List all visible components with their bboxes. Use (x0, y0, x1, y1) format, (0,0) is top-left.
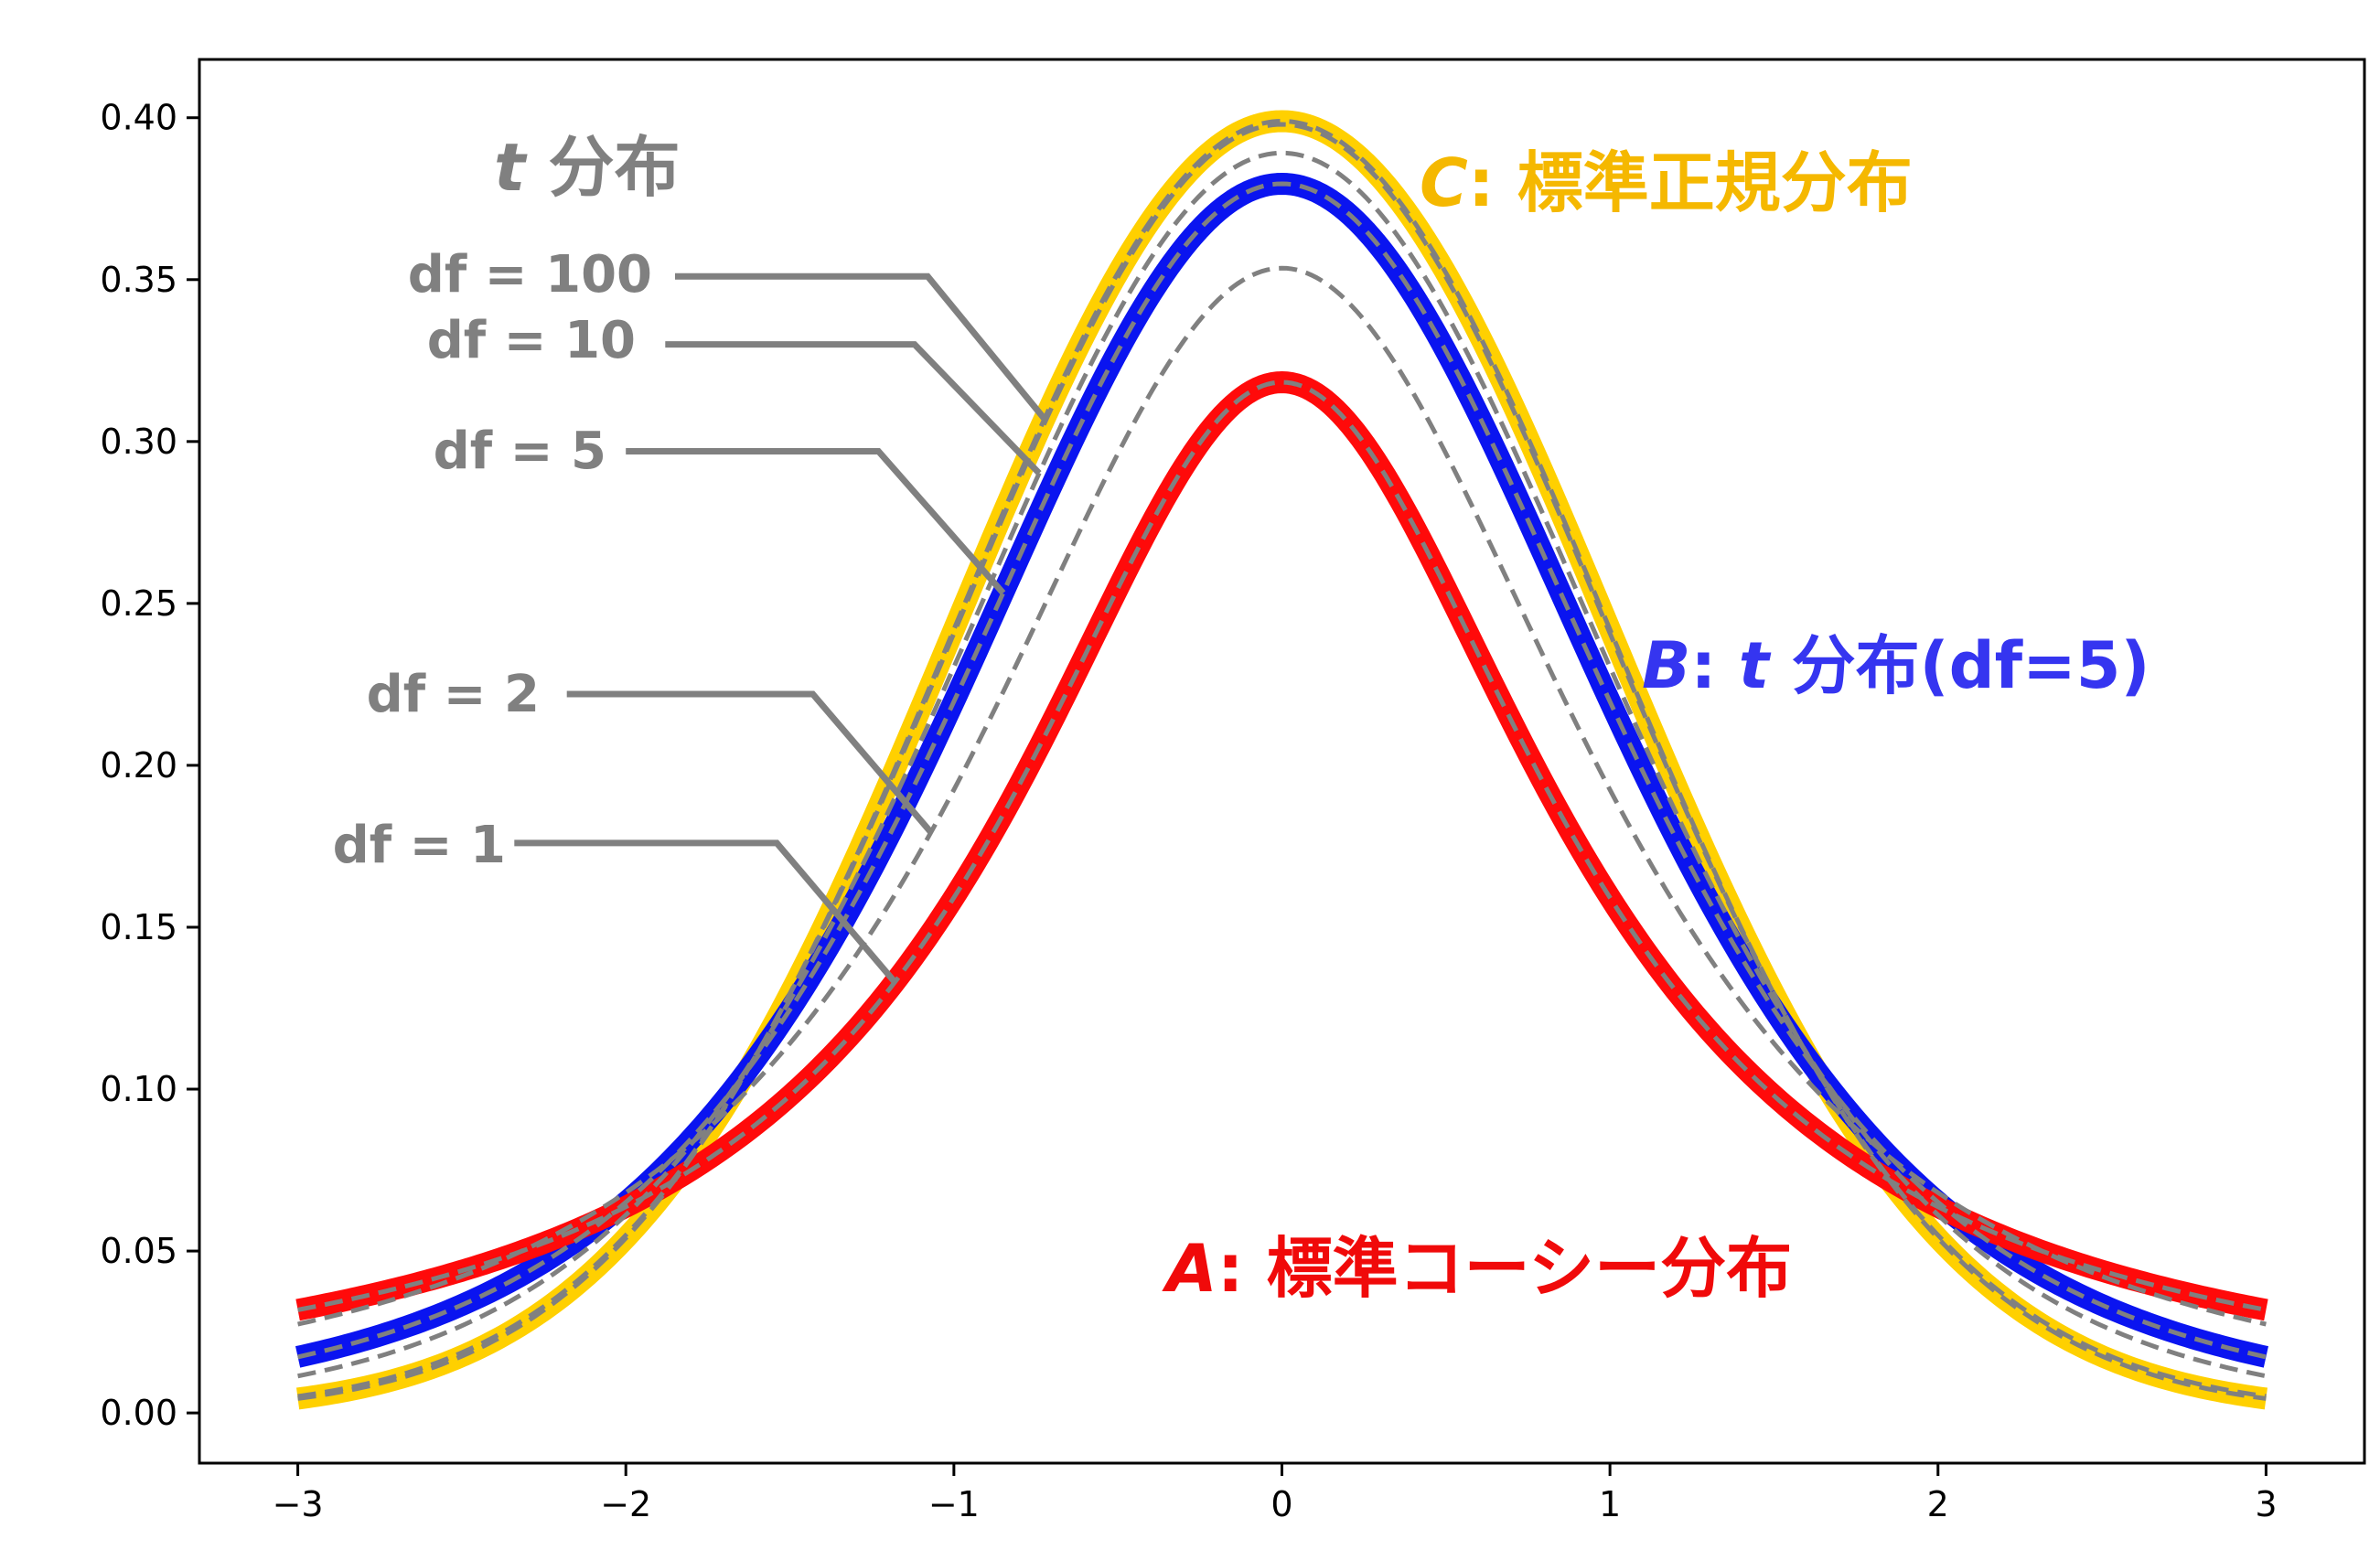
axis-ticks: −3 −2 −1 0 1 2 3 0.00 0.05 0.10 0.15 0.20 0.25 0.30 0.… (100, 98, 2277, 1524)
label-a-standard-cauchy: A: 標準コーシー分布 (1162, 1230, 1792, 1307)
label-c-letter: C (1420, 144, 1468, 221)
label-b-t: t (1739, 628, 1772, 703)
leader-line-df-10 (665, 341, 1042, 476)
y-tick-label: 0.30 (100, 422, 177, 462)
label-a-text: : 標準コーシー分布 (1217, 1230, 1792, 1307)
label-b-t-df5: B: t 分布(df=5) (1642, 628, 2150, 703)
plot-frame (198, 58, 2366, 1465)
y-tick-label: 0.10 (100, 1069, 177, 1109)
df-label-1: df = 1 (333, 816, 506, 875)
leader-line-df-5 (626, 448, 1006, 595)
x-tick-label: 0 (1270, 1484, 1292, 1524)
label-b-letter: B (1642, 628, 1690, 703)
x-tick-label: −1 (928, 1484, 980, 1524)
leader-line-df-100 (675, 273, 1049, 423)
y-tick-label: 0.05 (100, 1231, 177, 1271)
t-curve-df-2 (297, 265, 2267, 1327)
y-tick-label: 0.15 (100, 907, 177, 947)
df-label-100: df = 100 (408, 245, 652, 305)
t-distribution-curves (297, 118, 2267, 1401)
label-a-letter: A (1162, 1230, 1217, 1307)
leader-line-df-1 (514, 839, 897, 985)
t-curve-df-10 (297, 150, 2267, 1379)
label-b-colon: : (1690, 628, 1738, 703)
x-tick-label: 1 (1599, 1484, 1621, 1524)
t-curve-df-5 (297, 181, 2267, 1360)
x-tick-label: −3 (273, 1484, 324, 1524)
x-tick-label: 3 (2255, 1484, 2277, 1524)
y-tick-label: 0.35 (100, 260, 177, 300)
curves (291, 110, 2273, 1410)
y-tick-label: 0.00 (100, 1393, 177, 1433)
y-tick-label: 0.20 (100, 745, 177, 786)
df-label-5: df = 5 (434, 422, 606, 481)
x-tick-label: −2 (600, 1484, 651, 1524)
label-c-text: : 標準正規分布 (1468, 144, 1913, 221)
y-tick-label: 0.40 (100, 98, 177, 138)
y-tick-label: 0.25 (100, 583, 177, 624)
df-label-leaders (514, 273, 1049, 985)
t-curve-df-1 (297, 379, 2267, 1312)
leader-line-df-2 (566, 690, 934, 835)
t-title-text: 分布 (525, 129, 680, 206)
t-curve-df-100 (297, 122, 2267, 1399)
label-b-text: 分布(df=5) (1769, 628, 2150, 703)
t-distribution-title: t 分布 (494, 129, 681, 206)
normal-reference-curve (297, 118, 2267, 1401)
x-tick-label: 2 (1927, 1484, 1949, 1524)
label-c-standard-normal: C: 標準正規分布 (1420, 144, 1913, 221)
t-title-italic: t (494, 129, 528, 206)
df-label-2: df = 2 (367, 665, 540, 724)
df-label-10: df = 10 (427, 311, 636, 370)
